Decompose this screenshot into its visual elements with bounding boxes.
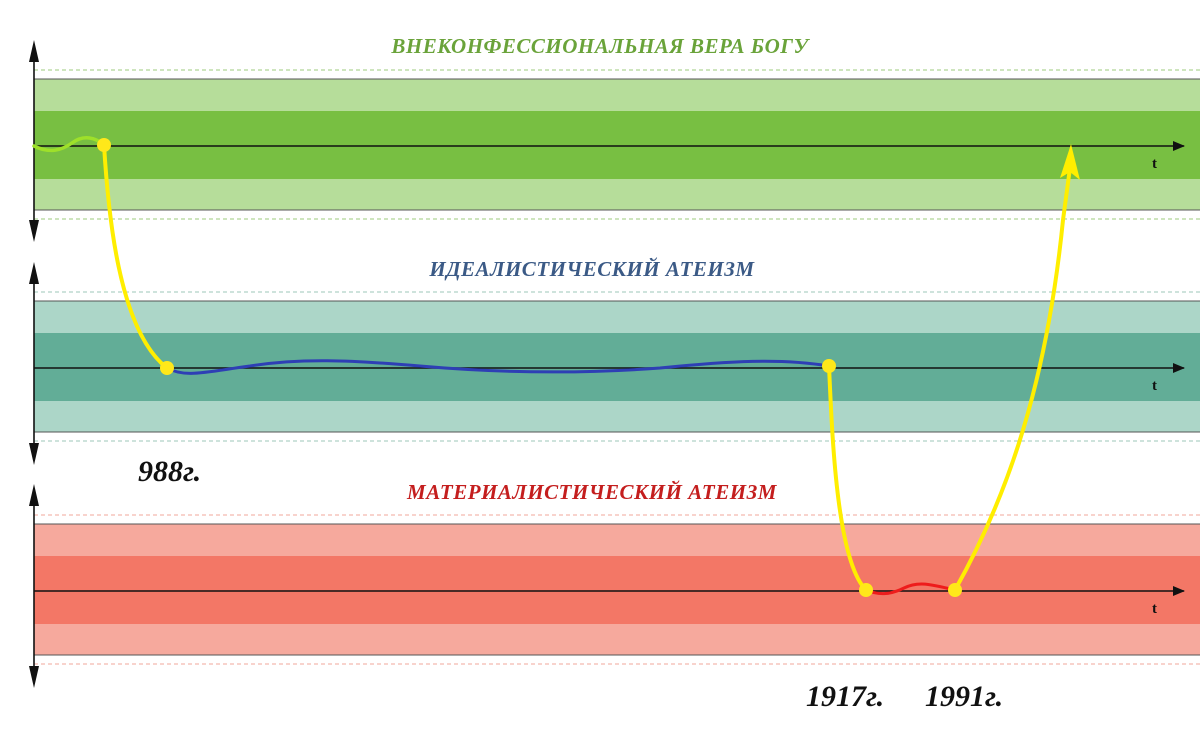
faith-title: ВНЕКОНФЕССИОНАЛЬНАЯ ВЕРА БОГУ <box>390 34 810 58</box>
event-point <box>859 583 873 597</box>
arrowhead-up-icon <box>29 484 39 506</box>
vertical-axes <box>29 40 39 688</box>
materialist-wavy-path <box>864 582 957 596</box>
transition-1991-arrow <box>953 166 1072 592</box>
band-idealist: t ИДЕАЛИСТИЧЕСКИЙ АТЕИЗМ <box>34 257 1200 442</box>
faith-wavy-path <box>32 136 106 153</box>
transition-988 <box>102 143 169 370</box>
year-1917-label: 1917г. <box>806 680 884 713</box>
year-988-label: 988г. <box>138 455 201 488</box>
event-point <box>948 583 962 597</box>
materialist-inner-band <box>34 556 1200 624</box>
idealist-axis-label: t <box>1152 378 1157 394</box>
year-1991-label: 1991г. <box>925 680 1003 713</box>
idealist-title: ИДЕАЛИСТИЧЕСКИЙ АТЕИЗМ <box>428 257 755 281</box>
band-faith: t ВНЕКОНФЕССИОНАЛЬНАЯ ВЕРА БОГУ <box>34 34 1200 220</box>
arrowhead-up-icon <box>29 262 39 284</box>
materialist-title: МАТЕРИАЛИСТИЧЕСКИЙ АТЕИЗМ <box>406 480 778 504</box>
arrow-up-icon <box>1060 144 1080 180</box>
materialist-axis-label: t <box>1152 601 1157 617</box>
event-point <box>160 361 174 375</box>
faith-axis-label: t <box>1152 156 1157 172</box>
arrowhead-up-icon <box>29 40 39 62</box>
history-paths <box>32 136 1080 597</box>
band-materialist: t МАТЕРИАЛИСТИЧЕСКИЙ АТЕИЗМ <box>34 480 1200 665</box>
idealist-wavy-path <box>165 359 831 375</box>
faith-inner-band <box>34 111 1200 179</box>
transition-1917 <box>827 364 868 592</box>
event-point <box>97 138 111 152</box>
arrowhead-down-icon <box>29 443 39 465</box>
arrowhead-down-icon <box>29 666 39 688</box>
idealist-inner-band <box>34 333 1200 401</box>
arrowhead-down-icon <box>29 220 39 242</box>
event-point <box>822 359 836 373</box>
